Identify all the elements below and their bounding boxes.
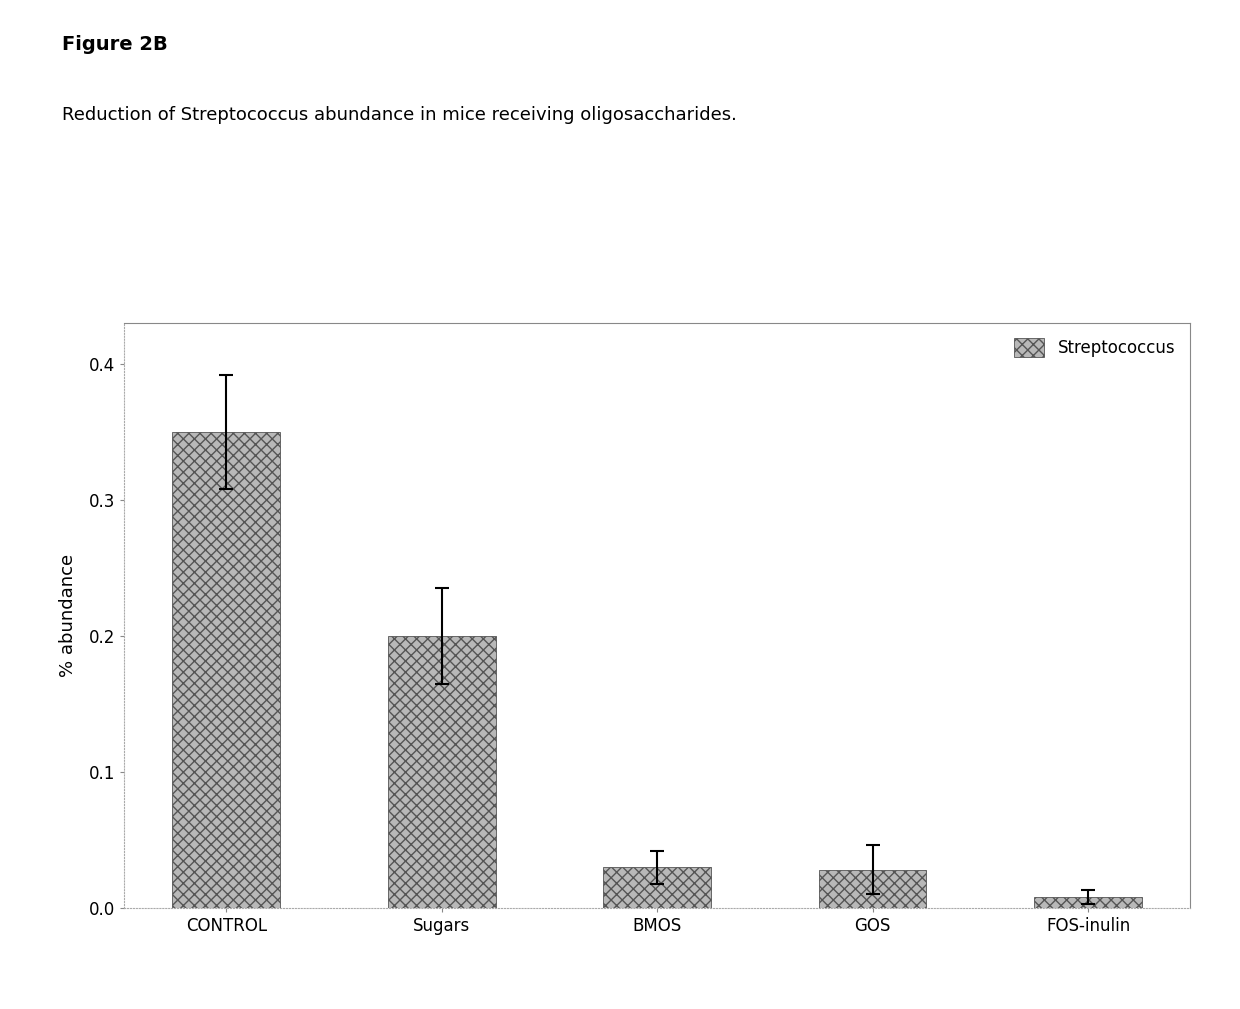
Bar (604, 868, 711, 908)
Text: Figure 2B: Figure 2B (62, 35, 167, 54)
Bar (818, 870, 926, 908)
Y-axis label: % abundance: % abundance (60, 554, 77, 677)
Bar (388, 636, 496, 908)
Legend: Streptococcus: Streptococcus (1008, 331, 1182, 364)
Text: Reduction of Streptococcus abundance in mice receiving oligosaccharides.: Reduction of Streptococcus abundance in … (62, 106, 737, 124)
Bar (1034, 897, 1142, 908)
Bar (172, 432, 280, 908)
